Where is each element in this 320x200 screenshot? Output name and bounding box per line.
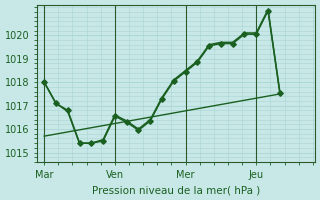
X-axis label: Pression niveau de la mer( hPa ): Pression niveau de la mer( hPa ) (92, 185, 260, 195)
